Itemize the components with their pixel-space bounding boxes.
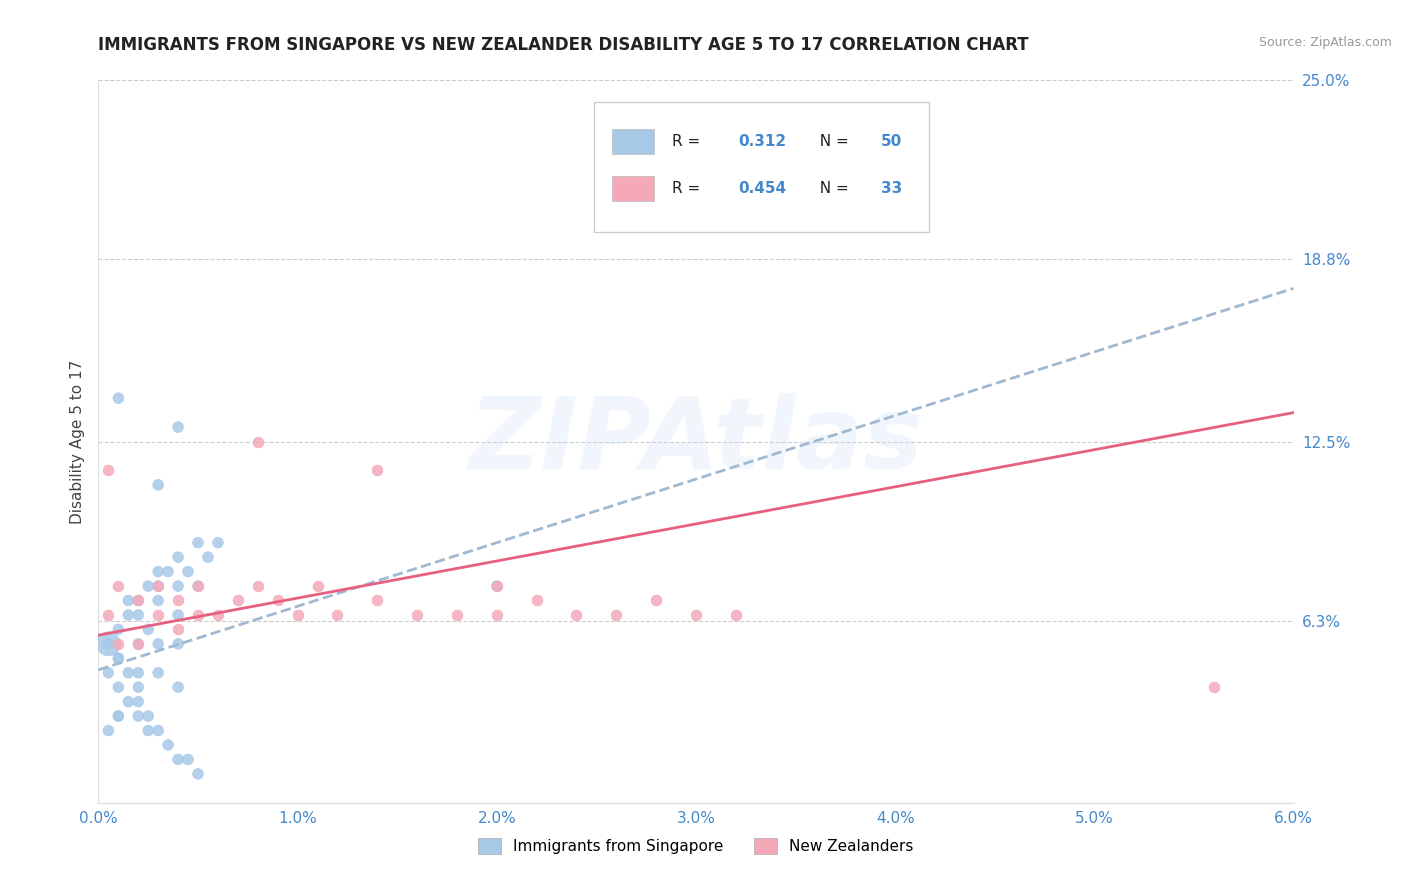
Point (148, 637, 170, 651)
Point (107, 623, 129, 637)
Text: Source: ZipAtlas.com: Source: ZipAtlas.com (1258, 36, 1392, 49)
Point (187, 535, 209, 549)
Text: 0.454: 0.454 (738, 181, 786, 196)
Point (685, 607, 707, 622)
Point (148, 565, 170, 579)
Text: R =: R = (672, 134, 706, 149)
Point (167, 752, 190, 766)
Point (177, 565, 200, 579)
Point (97, 607, 120, 622)
Point (127, 593, 149, 607)
Point (645, 593, 668, 607)
Point (148, 607, 170, 622)
Point (97, 723, 120, 738)
Point (167, 623, 190, 637)
Point (565, 607, 588, 622)
Point (117, 695, 139, 709)
Point (117, 607, 139, 622)
Point (117, 593, 139, 607)
Point (167, 680, 190, 694)
Point (107, 651, 129, 665)
Text: 50: 50 (882, 134, 903, 149)
Point (157, 565, 180, 579)
Point (246, 434, 269, 449)
Point (107, 709, 129, 723)
FancyBboxPatch shape (613, 129, 654, 154)
Point (127, 593, 149, 607)
Text: 33: 33 (882, 181, 903, 196)
Point (148, 665, 170, 680)
Point (485, 607, 508, 622)
Text: N =: N = (810, 134, 853, 149)
Text: R =: R = (672, 181, 706, 196)
Point (107, 680, 129, 694)
Point (107, 709, 129, 723)
Point (485, 579, 508, 593)
Point (136, 623, 159, 637)
Point (226, 593, 249, 607)
Point (246, 579, 269, 593)
Point (127, 607, 149, 622)
Point (187, 767, 209, 781)
Point (127, 665, 149, 680)
Point (136, 709, 159, 723)
Point (127, 637, 149, 651)
Point (197, 550, 219, 565)
Text: N =: N = (810, 181, 853, 196)
Point (1202, 680, 1225, 694)
Point (167, 579, 190, 593)
FancyBboxPatch shape (595, 102, 929, 232)
Point (127, 709, 149, 723)
Point (148, 723, 170, 738)
Point (446, 607, 468, 622)
Point (167, 420, 190, 434)
Point (148, 593, 170, 607)
Point (187, 579, 209, 593)
Point (526, 593, 548, 607)
Point (326, 607, 349, 622)
Point (167, 607, 190, 622)
Point (107, 391, 129, 405)
Point (406, 607, 429, 622)
Point (107, 579, 129, 593)
Point (97, 637, 120, 651)
Point (177, 752, 200, 766)
Point (724, 607, 747, 622)
Point (207, 535, 229, 549)
Point (167, 550, 190, 565)
Point (287, 607, 309, 622)
Text: IMMIGRANTS FROM SINGAPORE VS NEW ZEALANDER DISABILITY AGE 5 TO 17 CORRELATION CH: IMMIGRANTS FROM SINGAPORE VS NEW ZEALAND… (98, 36, 1029, 54)
Point (148, 478, 170, 492)
Point (97, 463, 120, 477)
Point (97, 637, 120, 651)
Point (366, 463, 388, 477)
Text: 0.312: 0.312 (738, 134, 786, 149)
Text: ZIPAtlas: ZIPAtlas (468, 393, 924, 490)
Point (107, 651, 129, 665)
Point (167, 593, 190, 607)
Legend: Immigrants from Singapore, New Zealanders: Immigrants from Singapore, New Zealander… (472, 832, 920, 860)
Point (136, 723, 159, 738)
Point (157, 738, 180, 752)
FancyBboxPatch shape (613, 176, 654, 202)
Point (127, 695, 149, 709)
Point (485, 579, 508, 593)
Point (127, 680, 149, 694)
Point (97, 665, 120, 680)
Point (148, 579, 170, 593)
Point (207, 607, 229, 622)
Y-axis label: Disability Age 5 to 17: Disability Age 5 to 17 (69, 359, 84, 524)
Point (267, 593, 290, 607)
Point (366, 593, 388, 607)
Point (187, 607, 209, 622)
Point (148, 579, 170, 593)
Point (107, 637, 129, 651)
Point (127, 637, 149, 651)
Point (605, 607, 627, 622)
Point (307, 579, 329, 593)
Point (117, 665, 139, 680)
Point (167, 637, 190, 651)
Point (136, 579, 159, 593)
Point (187, 579, 209, 593)
